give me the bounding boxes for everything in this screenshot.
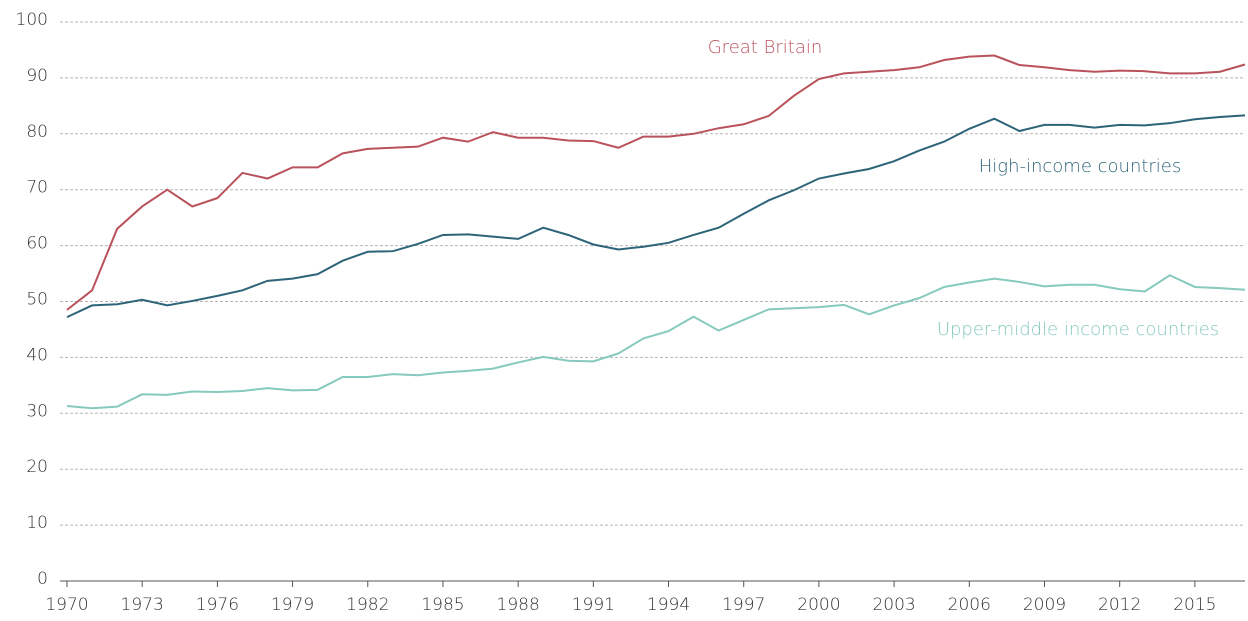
y-tick-label: 20 [26, 457, 48, 477]
y-tick-label: 40 [26, 345, 48, 365]
x-tick-label: 2006 [948, 595, 991, 615]
y-tick-label: 100 [16, 10, 48, 30]
x-tick-label: 1970 [45, 595, 88, 615]
x-tick-label: 2015 [1173, 595, 1216, 615]
x-tick-label: 2009 [1023, 595, 1066, 615]
y-tick-label: 60 [26, 234, 48, 254]
x-tick-label: 1979 [271, 595, 314, 615]
y-tick-label: 0 [37, 569, 48, 589]
series-line [66, 114, 1246, 319]
y-tick-label: 50 [26, 290, 48, 310]
y-tick-label: 80 [26, 122, 48, 142]
series-label: Upper-middle income countries [937, 319, 1219, 340]
x-tick-label: 1973 [121, 595, 164, 615]
x-tick-label: 1991 [572, 595, 615, 615]
x-tick-label: 2012 [1098, 595, 1141, 615]
y-tick-label: 70 [26, 178, 48, 198]
series-line [66, 274, 1246, 410]
x-tick-label: 1997 [722, 595, 765, 615]
series-label: High-income countries [979, 156, 1182, 177]
x-tick-label: 1988 [497, 595, 540, 615]
x-tick-label: 2003 [872, 595, 915, 615]
x-tick-label: 1976 [196, 595, 239, 615]
series-line [66, 54, 1246, 311]
series-label: Great Britain [708, 37, 823, 58]
x-tick-label: 1982 [346, 595, 389, 615]
y-tick-label: 10 [26, 513, 48, 533]
x-tick-label: 1985 [421, 595, 464, 615]
x-tick-label: 1994 [647, 595, 690, 615]
x-tick-label: 2000 [797, 595, 840, 615]
y-tick-label: 90 [26, 66, 48, 86]
y-tick-label: 30 [26, 401, 48, 421]
